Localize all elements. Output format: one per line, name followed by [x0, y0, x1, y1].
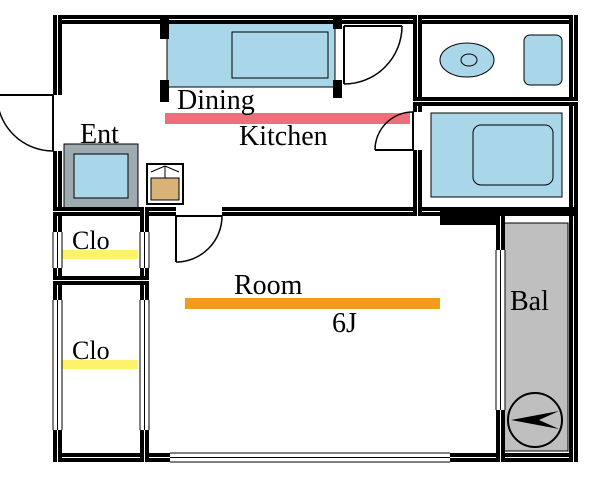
room-label: Room: [234, 270, 303, 301]
closet2-label: Clo: [72, 336, 110, 365]
room-size-label: 6J: [332, 308, 357, 339]
entrance-label: Ent: [80, 119, 119, 150]
closet1-label: Clo: [72, 226, 110, 255]
kitchen-label: Kitchen: [239, 121, 328, 152]
floor-plan-diagram: Ent Dining Kitchen Room 6J Clo Clo Bal: [0, 0, 600, 501]
balcony-label: Bal: [510, 286, 549, 317]
dining-label: Dining: [177, 85, 255, 116]
